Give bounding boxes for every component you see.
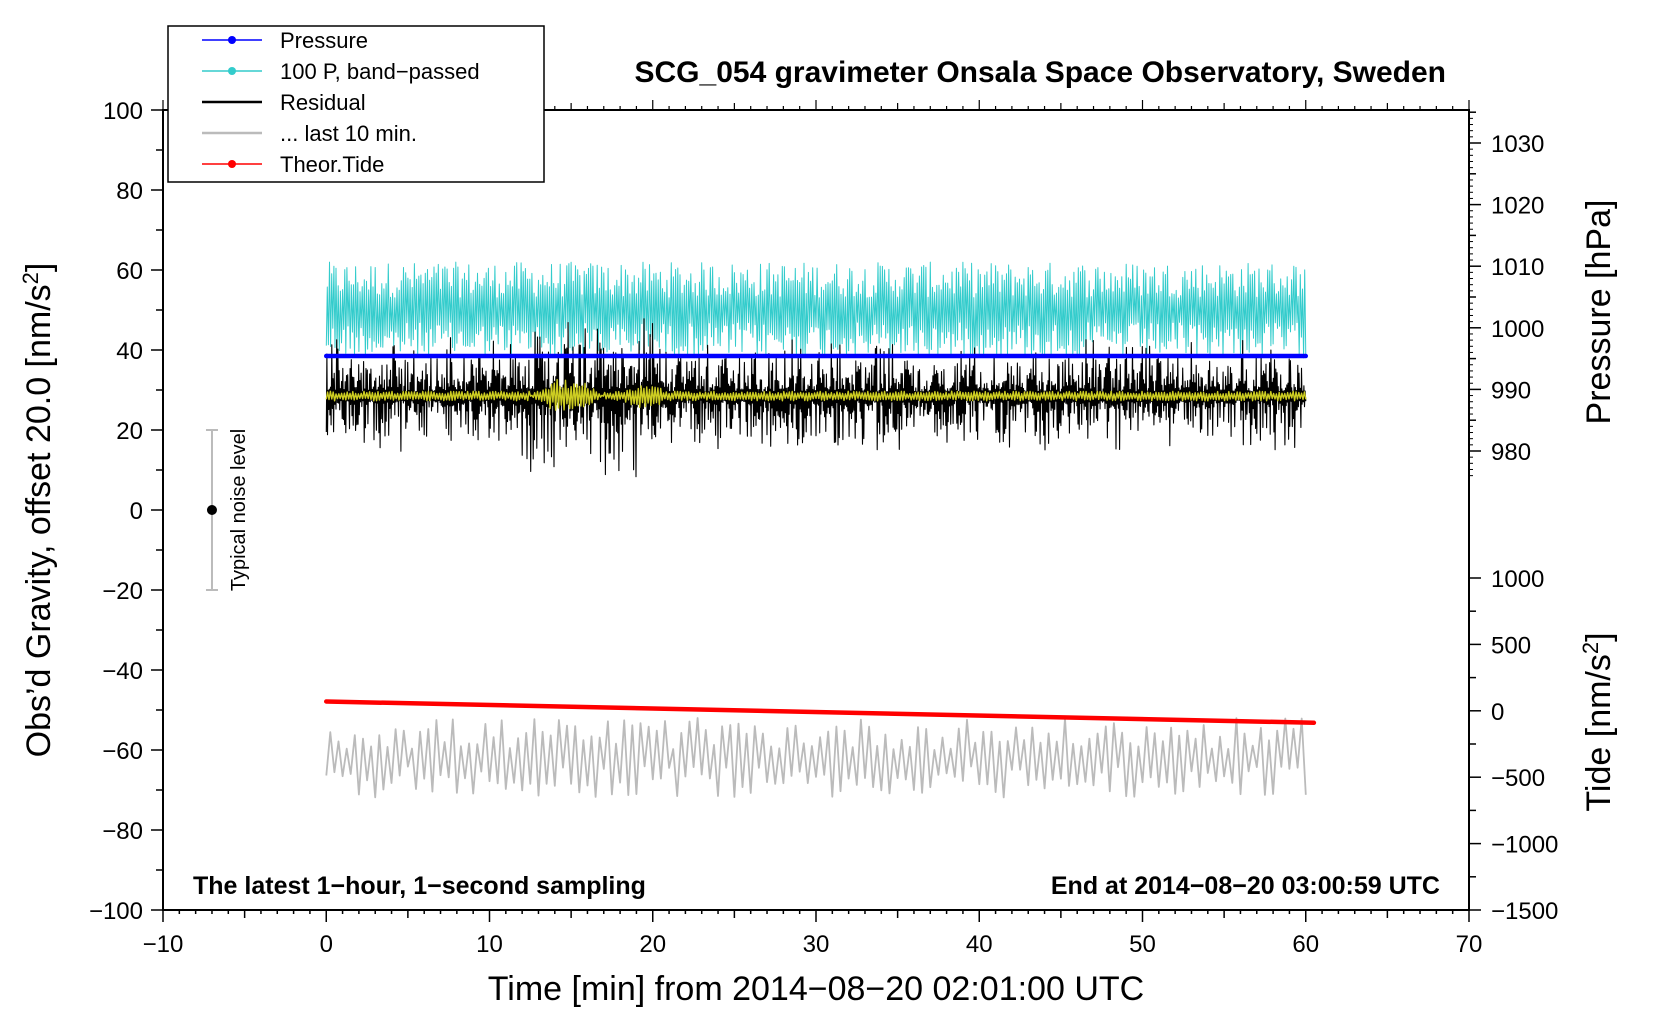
series-theoretical-tide <box>324 699 1317 726</box>
y-tide-tick-label: 500 <box>1491 632 1531 659</box>
x-tick-label: 20 <box>639 931 666 958</box>
annotation-sampling: The latest 1−hour, 1−second sampling <box>193 872 646 900</box>
y-tide-tick-label: −1000 <box>1491 832 1558 859</box>
x-tick-label: 10 <box>476 931 503 958</box>
y-axis-tide-title: Tide [nm/s2] <box>1578 632 1618 811</box>
legend-swatch-marker <box>228 67 236 75</box>
x-tick-label: −10 <box>143 931 184 958</box>
y-pressure-tick-label: 980 <box>1491 439 1531 466</box>
x-tick-label: 70 <box>1456 931 1483 958</box>
series-residual-smoothed <box>325 378 1307 411</box>
y-pressure-tick-label: 1000 <box>1491 316 1544 343</box>
y-pressure-tick-label: 1020 <box>1491 193 1544 220</box>
x-tick-label: 30 <box>803 931 830 958</box>
y-left-tick-label: 60 <box>116 258 143 285</box>
x-tick-label: 60 <box>1292 931 1319 958</box>
x-tick-label: 50 <box>1129 931 1156 958</box>
legend-label: 100 P, band−passed <box>280 59 480 84</box>
y-axis-left-title: Obs’d Gravity, offset 20.0 [nm/s2] <box>18 263 58 758</box>
y-tide-tick-label: 1000 <box>1491 566 1544 593</box>
y-axis-left-title-end: ] <box>20 263 58 272</box>
series-layer <box>324 261 1317 799</box>
x-tick-label: 40 <box>966 931 993 958</box>
chart-title: SCG_054 gravimeter Onsala Space Observat… <box>635 56 1447 89</box>
y-left-tick-label: 40 <box>116 338 143 365</box>
y-tide-tick-label: −1500 <box>1491 898 1558 925</box>
y-axis-tide-title-end: ] <box>1580 632 1618 641</box>
noise-bar-dot <box>206 505 217 515</box>
x-tick-label: 0 <box>320 931 333 958</box>
y-left-tick-label: 20 <box>116 418 143 445</box>
noise-bar-label: Typical noise level <box>228 429 250 591</box>
y-pressure-tick-label: 1030 <box>1491 131 1544 158</box>
y-left-tick-label: 100 <box>103 98 143 125</box>
y-axis-left-title-sup: 2 <box>18 272 43 284</box>
y-axis-left-title-text: Obs’d Gravity, offset 20.0 [nm/s <box>20 284 58 757</box>
x-axis-title: Time [min] from 2014−08−20 02:01:00 UTC <box>488 970 1144 1008</box>
y-pressure-tick-label: 990 <box>1491 377 1531 404</box>
series-bandpassed-pressure <box>325 261 1307 359</box>
axis-layer: −10 0 10 20 30 40 50 60 70−100−80−60−40−20020406… <box>89 98 1558 958</box>
y-left-tick-label: −80 <box>102 818 143 845</box>
legend-swatch-marker <box>228 36 236 44</box>
y-left-tick-label: 0 <box>130 498 143 525</box>
y-left-tick-label: 80 <box>116 178 143 205</box>
y-axis-tide-title-sup: 2 <box>1578 642 1603 654</box>
y-tide-tick-label: −500 <box>1491 765 1545 792</box>
legend-label: Residual <box>280 90 366 115</box>
annotation-end-time: End at 2014−08−20 03:00:59 UTC <box>1051 872 1440 900</box>
legend: Pressure 100 P, band−passed Residual ... la… <box>167 25 545 183</box>
y-left-tick-label: −40 <box>102 658 143 685</box>
legend-entries: Pressure 100 P, band−passed Residual ... la… <box>202 28 480 177</box>
legend-box <box>167 25 545 183</box>
noise-bar <box>205 429 218 591</box>
y-axis-tide-title-text: Tide [nm/s <box>1580 654 1618 811</box>
y-left-tick-label: −20 <box>102 578 143 605</box>
y-axis-pressure-title: Pressure [hPa] <box>1580 200 1618 425</box>
series-last-10-min <box>325 717 1307 799</box>
legend-label: Pressure <box>280 28 368 53</box>
legend-label: ... last 10 min. <box>280 121 417 146</box>
y-pressure-tick-label: 1010 <box>1491 254 1544 281</box>
y-tide-tick-label: 0 <box>1491 699 1504 726</box>
legend-label: Theor.Tide <box>280 152 384 177</box>
y-left-tick-label: −60 <box>102 738 143 765</box>
y-left-tick-label: −100 <box>89 898 143 925</box>
series-residual <box>325 318 1307 478</box>
legend-swatch-marker <box>228 160 236 168</box>
